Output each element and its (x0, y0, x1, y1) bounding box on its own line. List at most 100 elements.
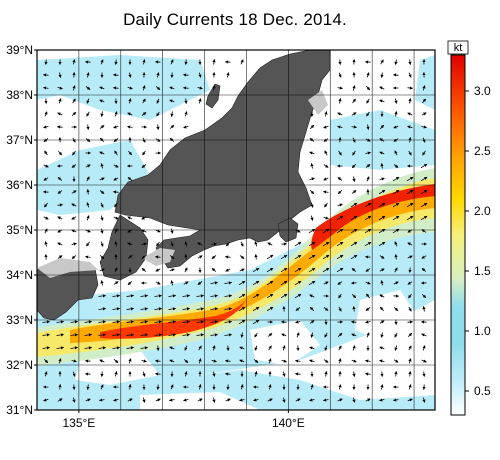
current-arrow (99, 137, 105, 142)
current-arrow (127, 229, 133, 233)
current-arrow (421, 229, 427, 233)
current-arrow (238, 306, 246, 312)
current-arrow (169, 86, 175, 90)
current-arrow (169, 346, 175, 350)
current-arrow (394, 370, 398, 377)
current-arrow (420, 215, 428, 221)
current-arrow (408, 97, 412, 104)
current-arrow (211, 268, 217, 272)
current-arrow (86, 98, 90, 104)
current-arrow (113, 281, 119, 285)
latitude-labels: 39°N 38°N 37°N 36°N 35°N 34°N 33°N 32°N 31°N (6, 43, 37, 417)
current-arrow (253, 359, 259, 363)
current-arrow (336, 267, 344, 273)
current-arrow (294, 372, 301, 376)
current-arrow (393, 138, 399, 142)
current-arrow (127, 281, 133, 285)
current-arrow (100, 215, 104, 221)
current-arrow (323, 216, 329, 220)
kuroshio-core-red-east (311, 184, 435, 250)
current-arrow (169, 268, 175, 272)
current-arrow (408, 59, 412, 66)
current-arrow (421, 255, 427, 259)
current-arrow (57, 216, 63, 220)
current-arrow (156, 111, 160, 117)
current-arrow (128, 98, 132, 104)
current-arrow (394, 98, 398, 104)
current-arrow (198, 98, 202, 104)
current-arrow (407, 332, 413, 337)
current-arrow (352, 150, 356, 156)
current-arrow (407, 281, 413, 285)
current-arrow (113, 177, 119, 181)
current-arrow (295, 320, 301, 324)
current-arrow (280, 320, 287, 324)
current-arrow (239, 359, 245, 363)
current-arrow (393, 164, 399, 168)
current-arrow (280, 293, 288, 299)
current-arrow (379, 177, 385, 181)
current-arrow (350, 228, 358, 234)
current-arrow (168, 320, 177, 324)
current-arrow (309, 138, 315, 142)
current-arrow (169, 359, 175, 363)
current-arrow (100, 384, 104, 390)
current-arrow (224, 255, 231, 259)
current-arrow (168, 398, 175, 402)
current-arrow (98, 320, 107, 324)
current-arrow (98, 333, 107, 337)
current-arrow (71, 216, 77, 220)
current-arrow (309, 306, 315, 312)
current-arrow (170, 111, 174, 118)
current-arrow (85, 86, 91, 90)
current-arrow (156, 241, 160, 247)
current-arrow (350, 215, 358, 221)
current-arrow (323, 281, 329, 285)
current-arrow (253, 398, 259, 402)
current-arrow (198, 358, 202, 364)
current-arrow (72, 59, 76, 65)
current-arrow (394, 241, 398, 247)
current-arrow (154, 294, 163, 298)
current-arrow (98, 398, 105, 402)
current-vectors (42, 58, 428, 403)
current-arrow (127, 86, 133, 90)
current-arrow (266, 254, 274, 260)
current-arrow (58, 383, 62, 390)
current-arrow (351, 293, 357, 299)
current-arrow (155, 229, 161, 233)
current-arrow (141, 268, 147, 272)
kuroshio-core-red (100, 300, 246, 339)
current-arrow (57, 398, 63, 402)
current-arrow (420, 202, 428, 208)
current-arrow (56, 333, 65, 337)
current-arrow (308, 267, 316, 273)
current-arrow (337, 190, 343, 195)
current-arrow (182, 307, 191, 311)
current-arrow (392, 228, 400, 234)
current-arrow (84, 333, 93, 337)
current-arrow (57, 255, 63, 259)
current-arrow (337, 332, 343, 337)
current-arrow (380, 59, 384, 65)
longitude-label: 140°E (272, 416, 305, 430)
current-arrow (337, 398, 343, 402)
current-arrow (310, 215, 314, 221)
current-arrow (43, 125, 49, 129)
current-arrow (408, 306, 412, 312)
current-arrow (98, 307, 107, 311)
current-arrow (379, 86, 385, 90)
current-arrow (210, 320, 219, 324)
current-arrow (408, 345, 412, 351)
current-arrow (308, 241, 316, 247)
current-arrow (338, 97, 342, 104)
current-arrow (142, 98, 146, 104)
current-arrow (100, 241, 104, 247)
current-arrow (72, 397, 76, 403)
current-arrow (407, 255, 413, 259)
current-arrow (114, 228, 118, 234)
latitude-label: 39°N (6, 43, 33, 57)
current-arrow (86, 202, 90, 208)
current-arrow (84, 346, 93, 350)
